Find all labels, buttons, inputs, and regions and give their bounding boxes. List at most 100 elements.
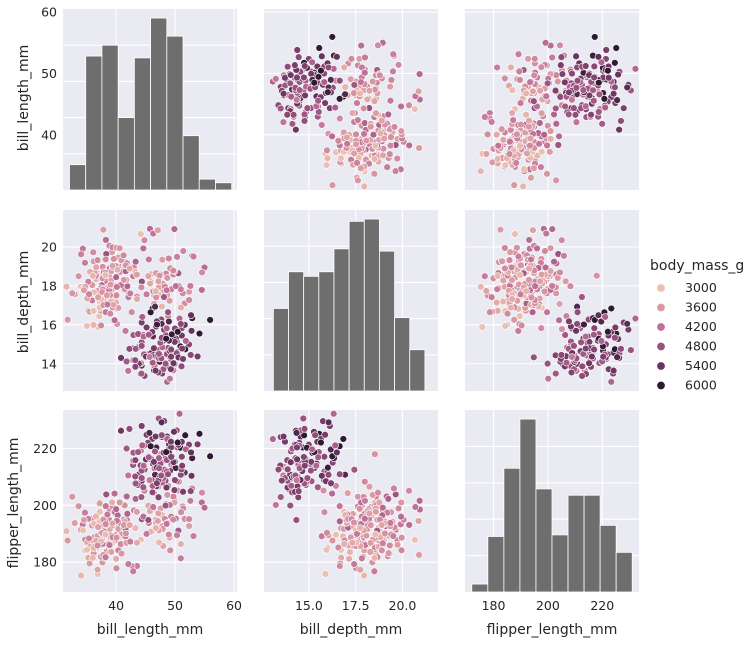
scatter-point	[152, 293, 160, 302]
scatter-point	[546, 267, 555, 275]
scatter-point	[508, 295, 516, 303]
scatter-point	[102, 490, 110, 499]
legend-item-4200: 4200	[656, 319, 717, 334]
scatter-point	[523, 149, 531, 158]
scatter-point	[277, 493, 285, 501]
scatter-point	[601, 103, 609, 112]
scatter-point	[198, 268, 206, 277]
y-tick-label: 220	[33, 441, 57, 456]
scatter-point	[369, 131, 378, 139]
scatter-point	[146, 308, 155, 317]
scatter-point	[68, 289, 76, 297]
scatter-point	[517, 120, 525, 129]
scatter-point	[565, 317, 573, 325]
scatter-point	[179, 488, 187, 496]
scatter-point	[80, 286, 88, 294]
panel-2-2: 180 200 220	[465, 410, 639, 613]
histogram-bar	[150, 17, 168, 191]
histogram-bar	[318, 271, 335, 392]
scatter-point	[501, 244, 509, 252]
scatter-point	[155, 538, 163, 547]
scatter-point	[295, 86, 304, 94]
scatter-point	[274, 465, 283, 474]
scatter-point	[615, 125, 623, 134]
scatter-point	[350, 149, 358, 158]
scatter-point	[161, 501, 170, 510]
scatter-point	[405, 101, 413, 109]
scatter-point	[341, 90, 349, 98]
scatter-point	[287, 93, 295, 101]
histogram-bar	[288, 271, 305, 392]
scatter-point	[530, 71, 538, 80]
scatter-point	[293, 443, 301, 452]
scatter-point	[585, 359, 593, 367]
scatter-point	[112, 291, 121, 299]
scatter-point	[572, 84, 581, 92]
scatter-point	[299, 414, 308, 423]
scatter-point	[301, 62, 309, 70]
legend-item-5400: 5400	[656, 358, 717, 373]
scatter-point	[146, 442, 155, 450]
scatter-point	[85, 534, 93, 543]
scatter-point	[95, 499, 104, 507]
scatter-point	[145, 453, 153, 461]
scatter-point	[353, 530, 361, 538]
scatter-point	[287, 482, 295, 490]
scatter-point	[321, 431, 329, 439]
scatter-point	[294, 53, 303, 61]
scatter-point	[391, 167, 400, 175]
scatter-point	[517, 261, 525, 269]
scatter-point	[611, 323, 620, 332]
histogram-bar	[272, 308, 289, 392]
scatter-point	[144, 516, 153, 524]
scatter-point	[174, 328, 182, 336]
scatter-point	[107, 548, 115, 556]
scatter-point	[131, 524, 140, 532]
scatter-point	[631, 314, 640, 323]
scatter-point	[198, 286, 206, 294]
scatter-point	[551, 86, 560, 95]
scatter-point	[189, 252, 198, 261]
scatter-point	[108, 498, 116, 507]
scatter-point	[327, 76, 335, 84]
scatter-point	[125, 264, 134, 273]
histogram-bar	[409, 349, 426, 392]
scatter-point	[62, 527, 71, 535]
scatter-point	[597, 337, 606, 345]
scatter-point	[405, 487, 413, 495]
scatter-point	[71, 519, 79, 527]
scatter-point	[151, 302, 159, 311]
histogram-bar	[615, 551, 633, 593]
scatter-point	[493, 131, 501, 139]
scatter-point	[124, 367, 132, 375]
scatter-point	[323, 154, 332, 162]
scatter-point	[117, 427, 125, 435]
scatter-point	[354, 176, 362, 185]
x-tick-label: 20.0	[389, 598, 417, 613]
panel-0-0: 40 50 60	[41, 5, 237, 191]
scatter-point	[573, 77, 582, 85]
scatter-point	[582, 332, 590, 341]
scatter-point	[292, 476, 301, 484]
scatter-point	[374, 41, 382, 50]
scatter-point	[361, 53, 369, 62]
scatter-point	[155, 350, 163, 358]
histogram-bar	[599, 524, 617, 593]
scatter-point	[478, 323, 486, 331]
scatter-point	[543, 79, 552, 87]
scatter-point	[113, 283, 121, 291]
scatter-point	[134, 448, 142, 456]
histogram-bar	[215, 182, 233, 191]
scatter-point	[561, 331, 569, 339]
scatter-point	[177, 540, 185, 548]
scatter-point	[356, 524, 364, 532]
panel-2-0: 180 200 220 40 50 60	[33, 410, 242, 613]
scatter-point	[371, 530, 380, 539]
scatter-point	[554, 77, 562, 86]
scatter-point	[333, 448, 341, 457]
scatter-point	[477, 283, 485, 291]
scatter-point	[172, 282, 180, 290]
scatter-point	[525, 123, 533, 131]
scatter-point	[394, 61, 403, 69]
histogram-bar	[85, 55, 103, 191]
